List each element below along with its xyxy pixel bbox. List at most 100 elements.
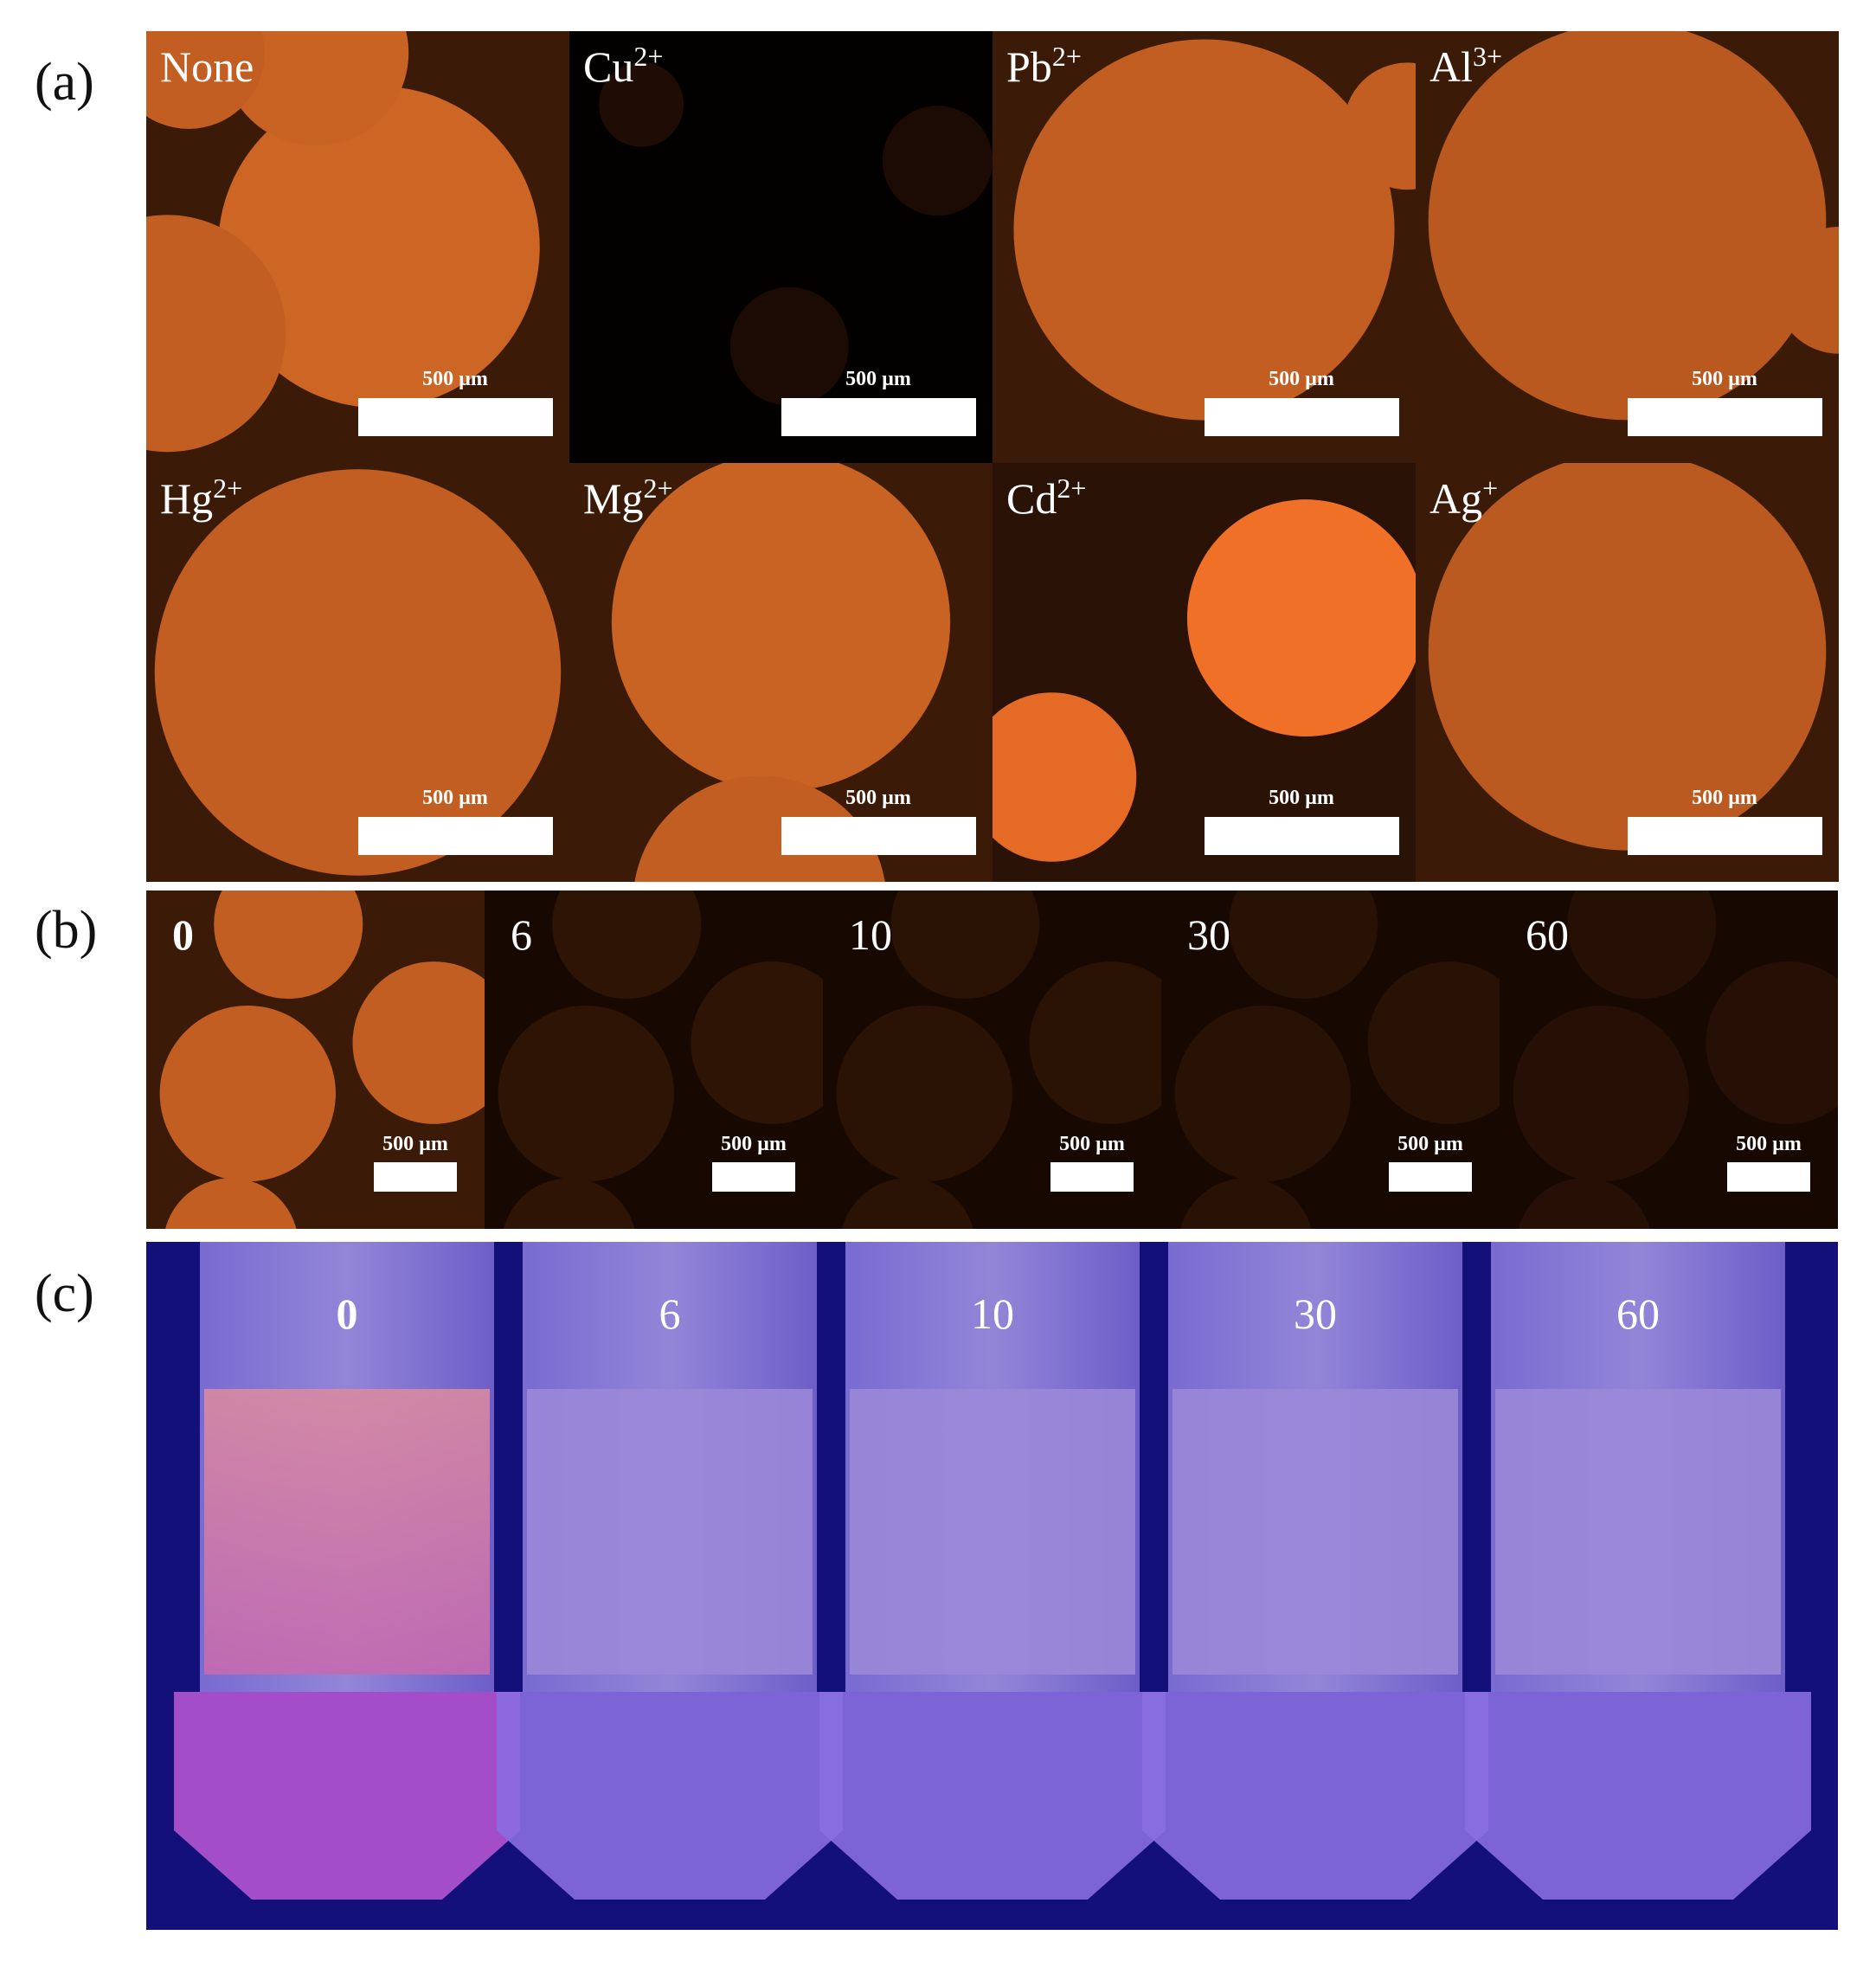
particle <box>146 215 286 453</box>
scale-bar-label: 500 µm <box>382 1133 448 1155</box>
time-label: 60 <box>1526 910 1569 959</box>
particle <box>882 106 993 216</box>
particle <box>1343 62 1416 190</box>
vial-liquid <box>850 1389 1135 1675</box>
vial-liquid <box>1172 1389 1458 1675</box>
panel-label: (c) <box>35 1264 94 1323</box>
ion-charge: + <box>1482 473 1498 504</box>
ion-symbol: Cd <box>1006 474 1057 523</box>
scale-bar <box>1727 1162 1810 1192</box>
vial-label: 30 <box>1294 1289 1337 1338</box>
micrograph: Mg2+ 500 µm <box>569 463 993 882</box>
ion-label: Cd2+ <box>1006 473 1086 523</box>
scale-bar <box>1389 1162 1472 1192</box>
scale-bar-label: 500 µm <box>845 368 911 390</box>
micrograph: None 500 µm <box>146 31 569 463</box>
ion-symbol: Al <box>1429 42 1473 91</box>
micrograph: 30 500 µm <box>1161 890 1500 1229</box>
vial: 60 <box>1465 1242 1811 1900</box>
scale-bar <box>1628 817 1822 855</box>
scale-bar <box>1050 1162 1134 1192</box>
scale-bar <box>358 817 553 855</box>
particle <box>1428 463 1827 851</box>
ion-label: Hg2+ <box>160 473 242 523</box>
time-label: 6 <box>511 910 532 959</box>
ion-charge: 2+ <box>213 473 242 504</box>
particles <box>1428 31 1839 421</box>
ion-charge: 2+ <box>1052 41 1082 72</box>
ion-label: Ag+ <box>1429 473 1498 523</box>
vial-label: 60 <box>1616 1289 1660 1338</box>
ion-charge: 2+ <box>643 473 672 504</box>
ion-charge: 3+ <box>1473 41 1502 72</box>
micrograph: 10 500 µm <box>823 890 1161 1229</box>
particle <box>1428 31 1827 421</box>
ion-symbol: Mg <box>583 474 643 523</box>
particles <box>146 31 540 453</box>
scale-bar <box>1205 817 1399 855</box>
vial-label: 10 <box>971 1289 1014 1338</box>
micrograph: Pb2+ 500 µm <box>993 31 1416 463</box>
vial: 6 <box>497 1242 843 1900</box>
particle <box>1775 227 1839 354</box>
vial-cap <box>1142 1692 1488 1900</box>
scale-bar-label: 500 µm <box>1269 787 1334 809</box>
scale-bar-label: 500 µm <box>1059 1133 1125 1155</box>
particle <box>146 31 265 129</box>
particles <box>599 61 993 406</box>
ion-symbol: Ag <box>1429 474 1482 523</box>
particle <box>1013 39 1395 421</box>
particle <box>836 1005 1012 1182</box>
particles <box>1174 890 1500 1229</box>
panel-label: (a) <box>35 53 94 112</box>
vial-liquid <box>527 1389 813 1675</box>
particle <box>352 961 485 1124</box>
particles <box>611 463 951 882</box>
particle <box>1180 1178 1312 1229</box>
vial: 30 <box>1142 1242 1488 1900</box>
vial: 10 <box>819 1242 1166 1900</box>
vial-liquid <box>204 1389 490 1675</box>
scale-bar-label: 500 µm <box>422 787 488 809</box>
micrograph: 6 500 µm <box>485 890 823 1229</box>
scale-bar-label: 500 µm <box>422 368 488 390</box>
scale-bar <box>374 1162 457 1192</box>
ion-label: Mg2+ <box>583 473 673 523</box>
time-label: 30 <box>1187 910 1230 959</box>
particle <box>498 1005 674 1182</box>
micrograph: Ag+500 µm <box>1416 463 1839 882</box>
ion-symbol: None <box>160 42 254 91</box>
micrograph: 60 500 µm <box>1500 890 1838 1229</box>
particles <box>1428 463 1827 851</box>
particles <box>1513 890 1838 1229</box>
time-label: 10 <box>849 910 892 959</box>
vial-label: 0 <box>337 1289 358 1338</box>
micrograph: Cd2+ 500 µm <box>993 463 1416 882</box>
particles <box>159 890 485 1229</box>
particle <box>993 692 1137 862</box>
micrograph: Al3+ 500 µm <box>1416 31 1839 463</box>
particle <box>165 1178 297 1229</box>
ion-label: Pb2+ <box>1006 41 1082 91</box>
particle <box>214 890 363 1000</box>
particle <box>504 1178 635 1229</box>
particle <box>691 961 823 1124</box>
scale-bar <box>1205 398 1399 436</box>
scale-bar-label: 500 µm <box>1269 368 1334 390</box>
particle <box>1174 1005 1351 1182</box>
ion-symbol: Pb <box>1006 42 1052 91</box>
vial-label: 6 <box>659 1289 681 1338</box>
particle <box>1186 499 1416 736</box>
ion-symbol: Cu <box>583 42 633 91</box>
particle <box>890 890 1040 1000</box>
ion-label: Cu2+ <box>583 41 663 91</box>
particle <box>611 463 951 792</box>
particle <box>1229 890 1378 1000</box>
scale-bar-label: 500 µm <box>1692 368 1757 390</box>
vial-liquid <box>1495 1389 1781 1675</box>
particles <box>993 499 1416 862</box>
vial-cap <box>174 1692 520 1900</box>
scale-bar-label: 500 µm <box>1397 1133 1463 1155</box>
